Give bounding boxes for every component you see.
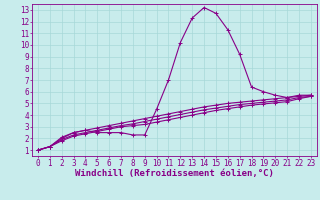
X-axis label: Windchill (Refroidissement éolien,°C): Windchill (Refroidissement éolien,°C) [75,169,274,178]
